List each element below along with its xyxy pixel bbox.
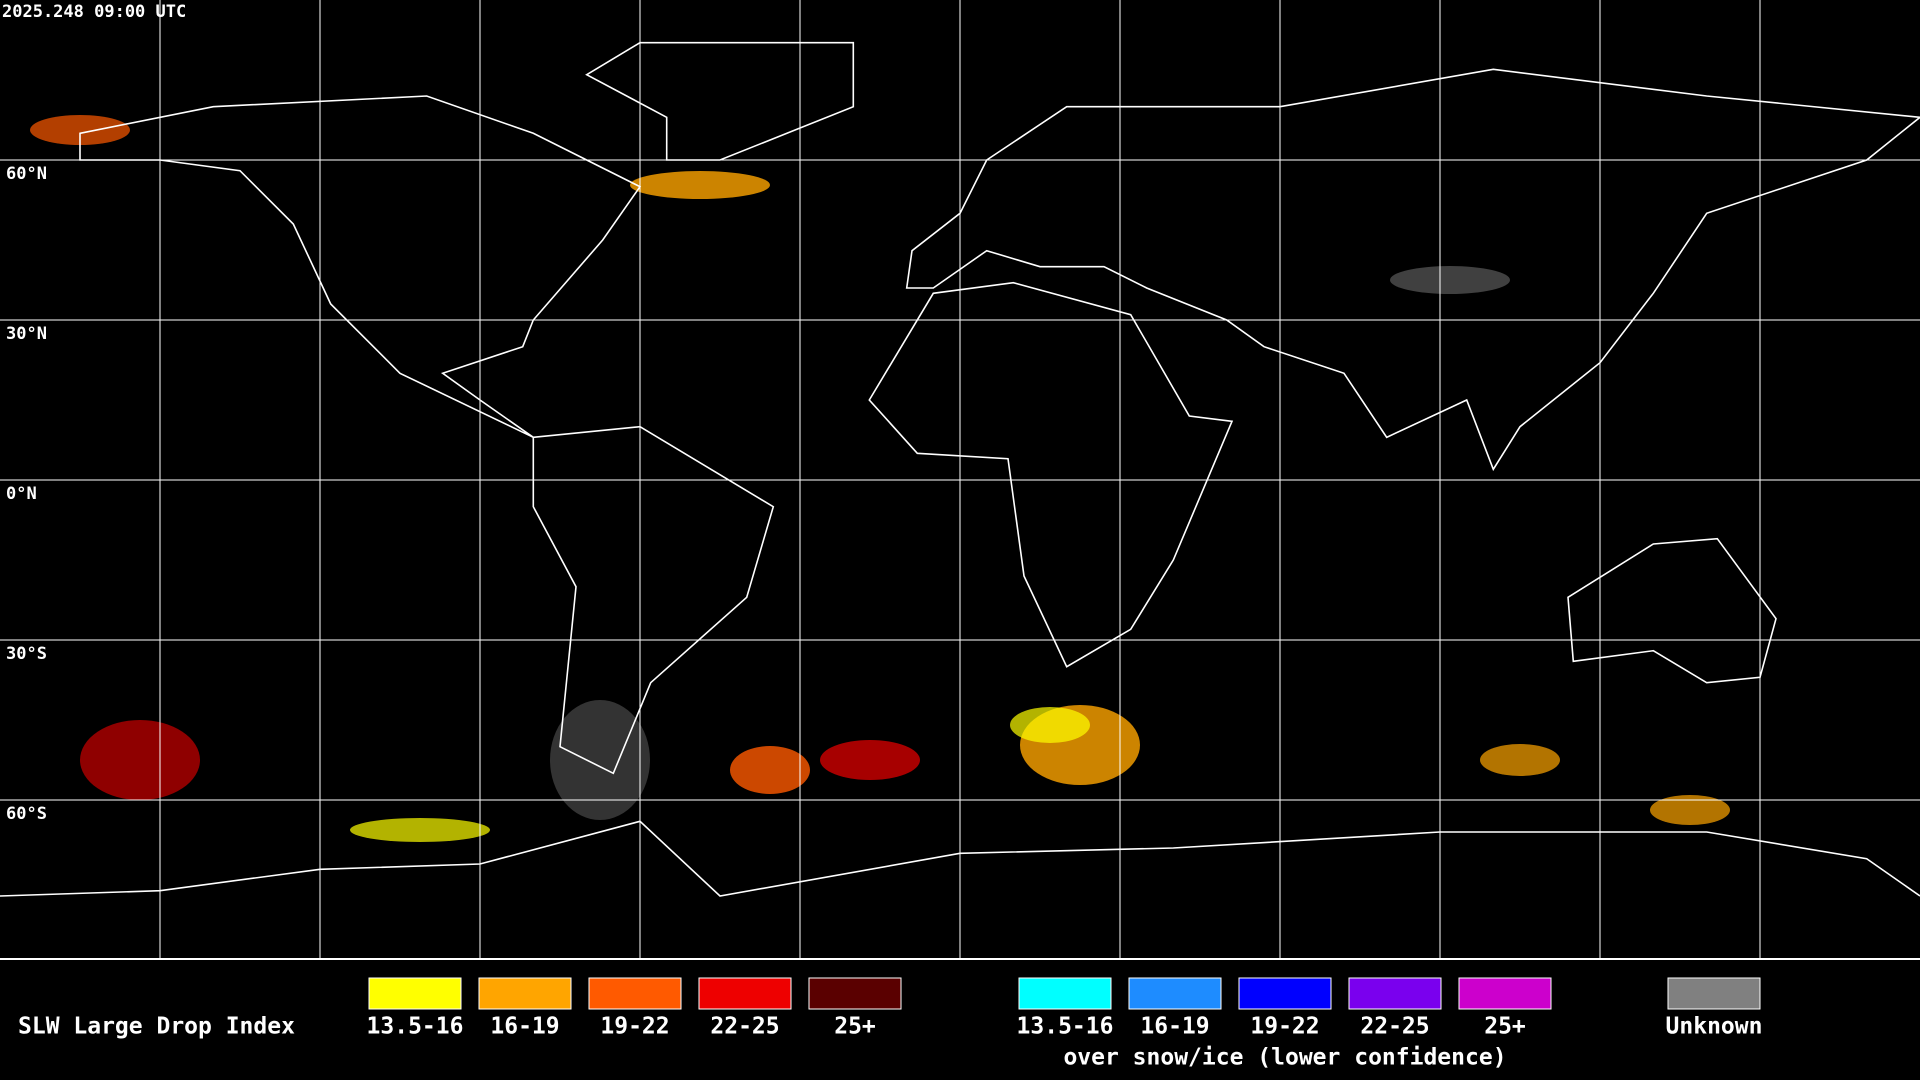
legend-swatch	[1458, 977, 1552, 1010]
coastline	[532, 425, 775, 775]
timestamp: 2025.248 09:00 UTC	[2, 2, 186, 22]
legend-swatch	[1018, 977, 1112, 1010]
map-border	[0, 958, 1920, 960]
legend-label: 25+	[834, 1014, 876, 1040]
legend-swatch	[1238, 977, 1332, 1010]
cloud-field	[30, 115, 1730, 842]
latitude-labels: 60°N 30°N 0°N 30°S 60°S	[6, 164, 47, 824]
legend-caption: over snow/ice (lower confidence)	[1063, 1045, 1506, 1071]
legend-swatch	[368, 977, 462, 1010]
latitude-label: 60°S	[6, 804, 47, 824]
legend-label: 16-19	[490, 1014, 559, 1040]
graticule	[0, 0, 1920, 958]
legend-label: 16-19	[1140, 1014, 1209, 1040]
coastline	[868, 281, 1234, 668]
legend-swatch	[1128, 977, 1222, 1010]
legend-label: 22-25	[710, 1014, 779, 1040]
legend-title: SLW Large Drop Index	[18, 1014, 295, 1040]
legend-label: Unknown	[1666, 1014, 1763, 1040]
latitude-label: 60°N	[6, 164, 47, 184]
legend-label: 25+	[1484, 1014, 1526, 1040]
legend-swatch	[478, 977, 572, 1010]
legend-label: 19-22	[600, 1014, 669, 1040]
legend-label: 19-22	[1250, 1014, 1319, 1040]
latitude-label: 0°N	[6, 484, 37, 504]
coastlines	[0, 41, 1920, 897]
legend-label: 13.5-16	[367, 1014, 464, 1040]
legend-swatch	[808, 977, 902, 1010]
coastline	[585, 41, 855, 161]
latitude-label: 30°S	[6, 644, 47, 664]
legend-swatch	[1348, 977, 1442, 1010]
legend-swatch	[588, 977, 682, 1010]
legend-swatch	[1667, 977, 1761, 1010]
latitude-label: 30°N	[6, 324, 47, 344]
legend-label: 13.5-16	[1017, 1014, 1114, 1040]
coastline	[0, 820, 1920, 897]
coastline	[79, 95, 642, 439]
legend: SLW Large Drop Index 13.5-16 16-19 19-22 22…	[18, 977, 1763, 1071]
legend-label: 22-25	[1360, 1014, 1429, 1040]
legend-swatch	[698, 977, 792, 1010]
coastline	[905, 68, 1920, 472]
